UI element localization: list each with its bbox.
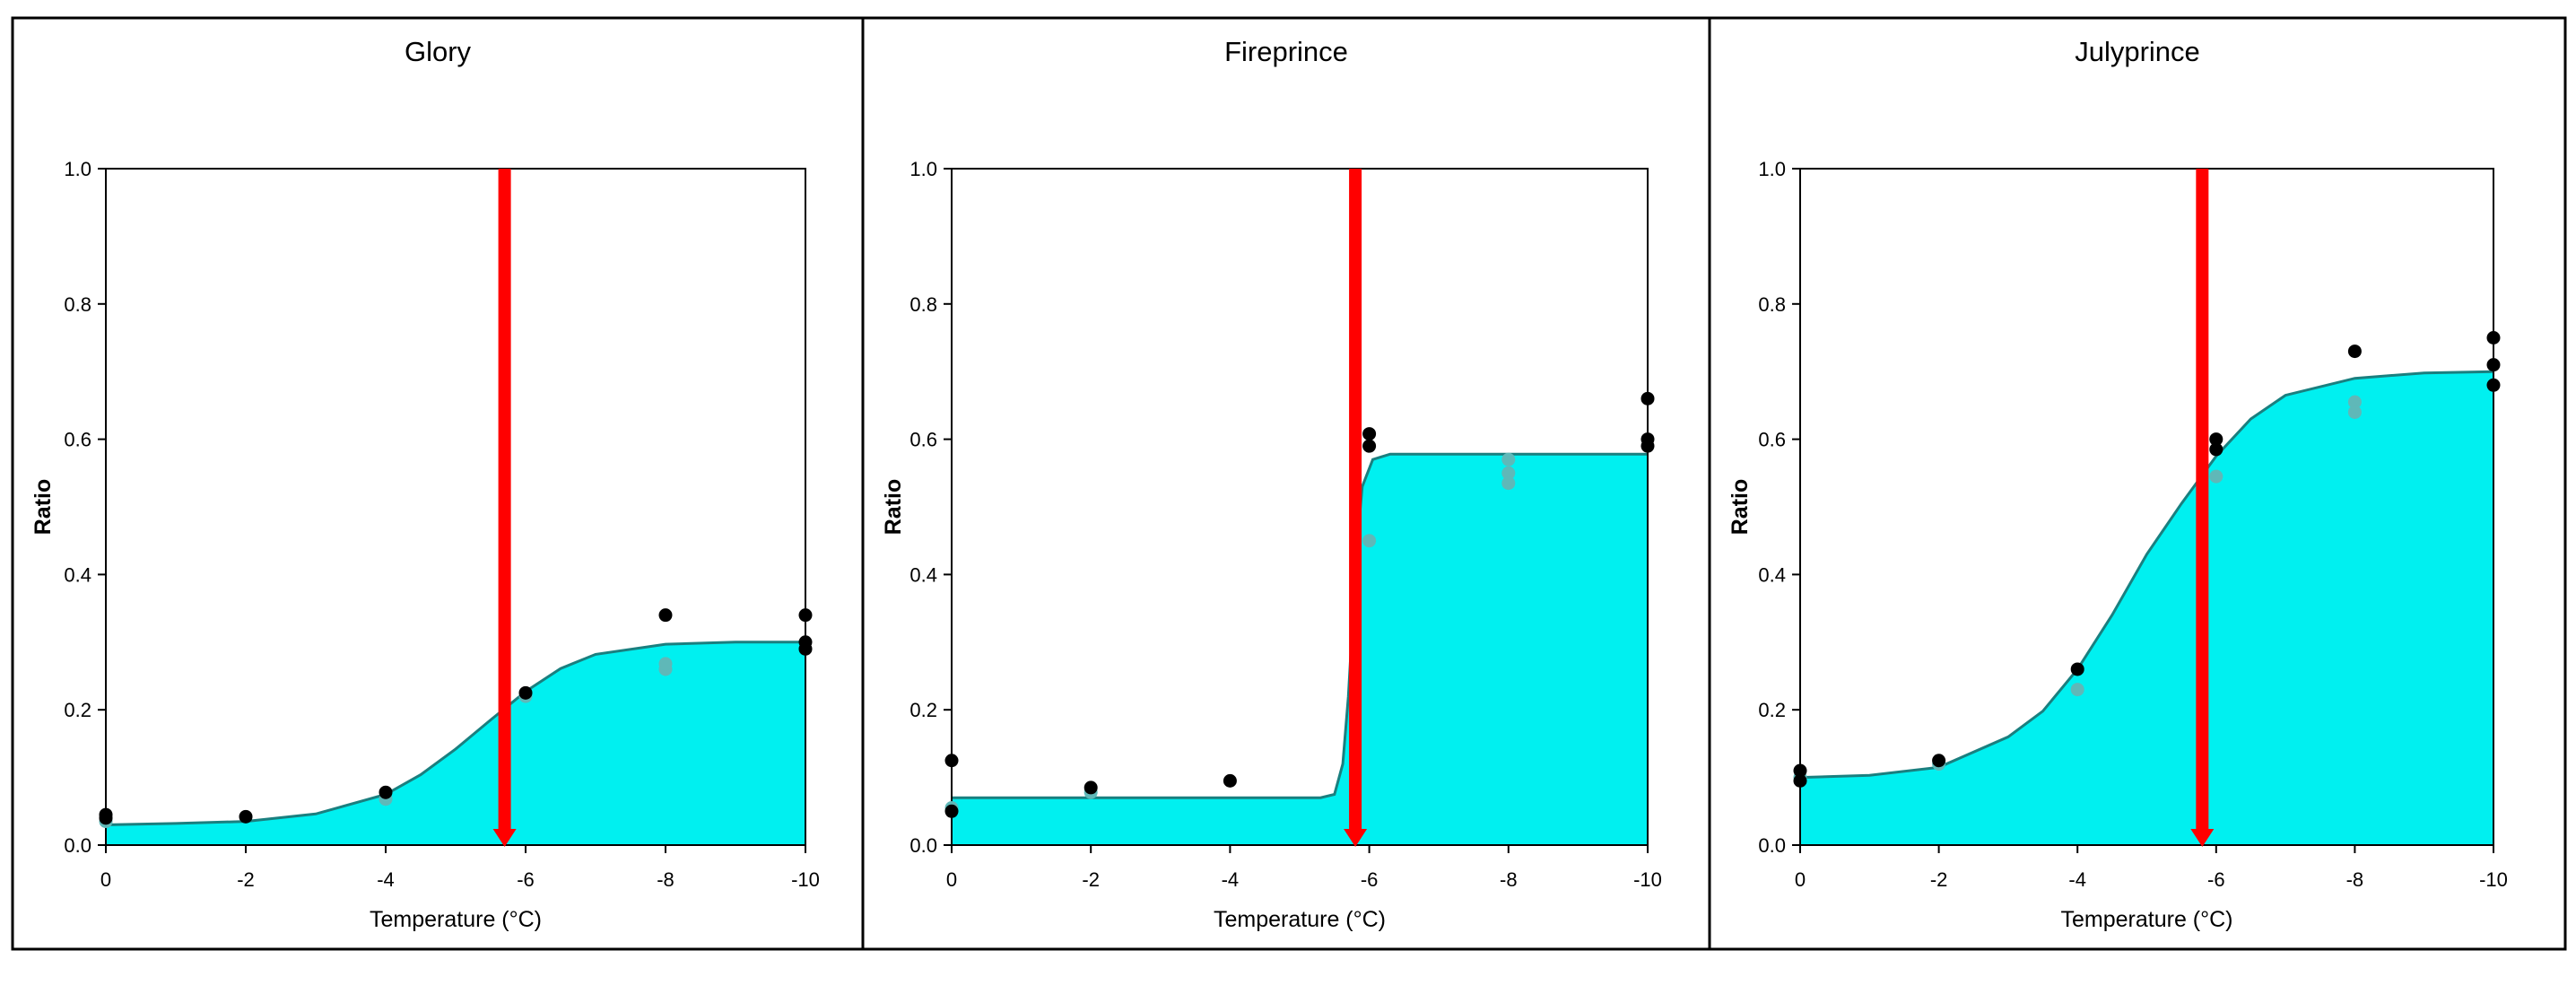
x-tick-label: 0 [1795, 868, 1806, 891]
x-tick-label: -8 [2346, 868, 2364, 891]
curve-fill-area [106, 641, 805, 845]
marker-arrowhead [1344, 829, 1368, 847]
y-tick-label: 0.8 [64, 293, 91, 316]
y-tick-label: 0.6 [1758, 429, 1786, 451]
data-point-dark [658, 608, 673, 623]
y-tick-label: 0.4 [64, 563, 91, 586]
data-point-dark [798, 608, 813, 623]
y-tick-label: 1.0 [64, 158, 91, 180]
chart-title: Fireprince [1224, 36, 1348, 67]
chart-title: Glory [405, 36, 472, 67]
data-point-light [1501, 476, 1516, 491]
curve-fill-area [952, 454, 1648, 845]
y-tick-label: 0.0 [1758, 834, 1786, 857]
plot-frame [105, 168, 806, 846]
y-tick-label: 0.2 [1758, 699, 1786, 721]
data-point-dark [1223, 773, 1237, 788]
data-point-dark [944, 804, 959, 818]
data-point-dark [944, 754, 959, 768]
y-axis-label: Ratio [30, 479, 56, 536]
curve-fill-area [1800, 371, 2493, 845]
y-tick-label: 0.2 [64, 699, 91, 721]
x-tick-label: -2 [237, 868, 255, 891]
marker-line [498, 169, 511, 831]
data-point-dark [379, 785, 393, 799]
data-point-dark [1362, 427, 1377, 441]
data-point-dark [1083, 780, 1098, 795]
x-tick-label: -6 [1361, 868, 1379, 891]
x-tick-label: -8 [657, 868, 674, 891]
data-point-dark [2070, 662, 2084, 676]
y-tick-label: 0.6 [64, 429, 91, 451]
chart-panel-3: Julyprince 0.0 0.2 0.4 0.6 0.8 1.0 0 -2 -4 -6 -8 -10… [1708, 16, 2567, 951]
data-point-dark [1793, 763, 1807, 778]
y-tick-label: 0.0 [909, 834, 937, 857]
x-tick-label: -6 [517, 868, 535, 891]
y-axis-label: Ratio [881, 479, 906, 536]
data-point-dark [2209, 432, 2224, 447]
data-point-dark [2486, 331, 2501, 344]
data-point-light [2347, 395, 2362, 409]
x-axis-label: Temperature (°C) [2061, 907, 2233, 932]
data-point-light [1501, 466, 1516, 480]
data-point-light [1362, 534, 1377, 548]
data-point-light [658, 657, 673, 671]
data-point-dark [1793, 773, 1807, 788]
data-point-dark [2486, 378, 2501, 392]
panel-frame [1708, 16, 2567, 951]
x-tick-label: -2 [1082, 868, 1100, 891]
x-tick-label: -8 [1500, 868, 1518, 891]
chart-panel-1: Glory 0.0 0.2 0.4 0.6 0.8 1.0 0 -2 -4 -6 -8 -10 Tempe… [11, 16, 865, 951]
y-tick-label: 1.0 [909, 158, 937, 180]
x-tick-label: 0 [946, 868, 957, 891]
data-point-dark [239, 809, 253, 824]
data-point-dark [518, 685, 533, 700]
x-tick-label: -10 [1633, 868, 1662, 891]
data-point-light [2347, 405, 2362, 419]
data-point-light [2070, 683, 2084, 697]
data-point-dark [2486, 358, 2501, 372]
chart-panel-2: Fireprince 0.0 0.2 0.4 0.6 0.8 1.0 0 -2 -4 -6 -8 -10… [861, 16, 1711, 951]
plot-frame [951, 168, 1649, 846]
data-point-light [1501, 452, 1516, 466]
fitted-curve-line [105, 641, 805, 826]
data-point-dark [2347, 344, 2362, 359]
data-point-light [2209, 469, 2224, 484]
data-point-dark [1362, 439, 1377, 453]
data-point-dark [99, 807, 113, 822]
x-tick-label: -6 [2207, 868, 2225, 891]
data-point-dark [798, 641, 813, 656]
y-tick-label: 0.2 [909, 699, 937, 721]
x-tick-label: -2 [1930, 868, 1948, 891]
chart-title: Julyprince [2075, 36, 2200, 67]
y-tick-label: 0.0 [64, 834, 91, 857]
x-axis-label: Temperature (°C) [1214, 907, 1386, 932]
x-tick-label: -4 [2068, 868, 2086, 891]
x-axis-label: Temperature (°C) [370, 907, 542, 932]
x-tick-label: -10 [2479, 868, 2508, 891]
marker-line [1349, 169, 1362, 831]
y-tick-label: 0.8 [1758, 293, 1786, 316]
marker-arrowhead [2190, 829, 2215, 847]
y-tick-label: 0.6 [909, 429, 937, 451]
data-point-dark [1932, 754, 1946, 768]
x-tick-label: -10 [791, 868, 820, 891]
plot-frame [1799, 168, 2494, 846]
y-axis-label: Ratio [1727, 479, 1753, 536]
x-tick-label: 0 [100, 868, 111, 891]
x-tick-label: -4 [377, 868, 395, 891]
y-tick-label: 0.8 [909, 293, 937, 316]
x-tick-label: -4 [1222, 868, 1240, 891]
y-tick-label: 0.4 [909, 563, 937, 586]
y-tick-label: 1.0 [1758, 158, 1786, 180]
data-point-dark [2209, 442, 2224, 457]
fitted-curve-line [1799, 370, 2494, 780]
y-tick-label: 0.4 [1758, 563, 1786, 586]
marker-arrowhead [492, 829, 517, 847]
data-point-dark [1640, 439, 1655, 453]
data-point-dark [1640, 391, 1655, 405]
marker-line [2196, 169, 2209, 831]
